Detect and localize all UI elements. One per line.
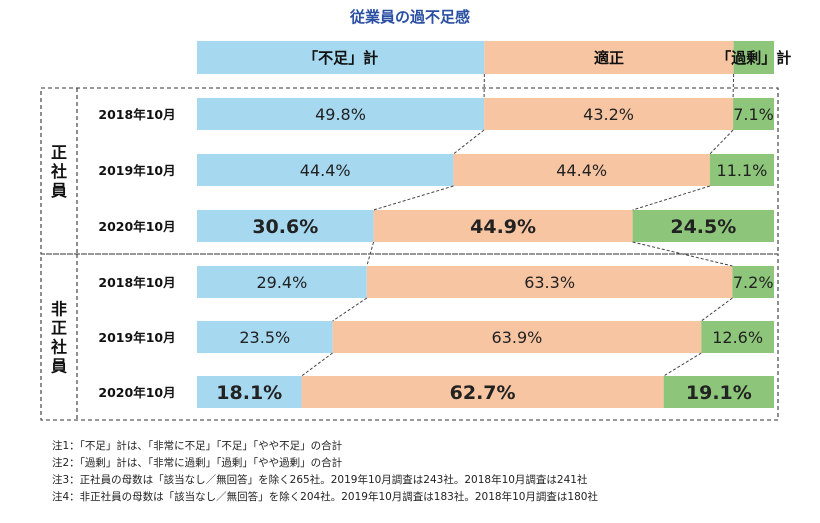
legend-adequate-swatch xyxy=(484,41,734,74)
legend-adequate-label: 適正 xyxy=(594,49,624,67)
footnote-2: 注2：「過剰」計は、「非常に過剰」「過剰」「やや過剰」の合計 xyxy=(52,457,343,469)
group-frame-2 xyxy=(40,253,779,421)
connector-line xyxy=(632,185,711,211)
legend-surplus-swatch xyxy=(733,41,774,74)
connector-line xyxy=(663,352,702,377)
bar-surplus xyxy=(709,154,774,186)
connector-line xyxy=(373,185,454,211)
connector-line xyxy=(632,241,733,267)
legend-shortage-label: 「不足」計 xyxy=(303,49,378,67)
connector-line xyxy=(332,297,368,322)
connector-line xyxy=(732,73,735,99)
bar-shortage xyxy=(197,210,374,242)
group-frame-1 xyxy=(40,87,779,255)
bar-surplus xyxy=(733,98,774,130)
bar-shortage xyxy=(197,98,485,130)
connector-line xyxy=(453,129,485,155)
bar-surplus xyxy=(632,210,774,242)
bar-shortage xyxy=(197,321,333,353)
data-label: 29.4% xyxy=(256,273,307,292)
data-label: 30.6% xyxy=(252,216,318,238)
bar-surplus xyxy=(732,266,774,298)
data-label: 63.9% xyxy=(492,328,543,347)
legend-shortage-swatch xyxy=(197,41,485,74)
row-label: 2019年10月 xyxy=(98,330,175,345)
bar-adequate xyxy=(366,266,733,298)
data-label: 43.2% xyxy=(583,105,634,124)
data-label: 49.8% xyxy=(315,105,366,124)
bar-adequate xyxy=(332,321,702,353)
data-label: 44.9% xyxy=(470,216,536,238)
data-label: 19.1% xyxy=(686,382,752,404)
bar-surplus xyxy=(663,376,774,408)
footnote-4: 注4：非正社員の母数は「該当なし／無回答」を除く204社。2019年10月調査は… xyxy=(52,491,598,503)
bar-adequate xyxy=(453,154,710,186)
group-label-1: 正社員 xyxy=(50,143,67,200)
bar-shortage xyxy=(197,154,454,186)
footnote-1: 注1：「不足」計は、「非常に不足」「不足」「やや不足」の合計 xyxy=(52,440,343,452)
row-label: 2020年10月 xyxy=(98,219,175,234)
legend-surplus-label: 「過剰」計 xyxy=(716,49,791,67)
chart-title: 従業員の過不足感 xyxy=(349,8,470,26)
bar-adequate xyxy=(301,376,664,408)
data-label: 12.6% xyxy=(712,328,763,347)
data-label: 63.3% xyxy=(524,273,575,292)
row-label: 2018年10月 xyxy=(98,275,175,290)
connector-line xyxy=(701,297,733,322)
footnotes: 注1：「不足」計は、「非常に不足」「不足」「やや不足」の合計 注2：「過剰」計は… xyxy=(52,438,598,506)
data-label: 44.4% xyxy=(556,161,607,180)
bar-shortage xyxy=(197,376,302,408)
bar-adequate xyxy=(484,98,734,130)
data-label: 7.2% xyxy=(733,273,774,292)
footnote-3: 注3：正社員の母数は「該当なし／無回答」を除く265社。2019年10月調査は2… xyxy=(52,474,588,486)
connector-line xyxy=(301,352,333,377)
data-label: 7.1% xyxy=(733,105,774,124)
bar-surplus xyxy=(701,321,774,353)
data-label: 23.5% xyxy=(239,328,290,347)
data-label: 11.1% xyxy=(717,161,768,180)
group-label-2: 非正社員 xyxy=(50,300,67,376)
data-label: 24.5% xyxy=(670,216,736,238)
data-label: 62.7% xyxy=(450,382,516,404)
row-label: 2019年10月 xyxy=(98,163,175,178)
row-label: 2020年10月 xyxy=(98,385,175,400)
data-label: 18.1% xyxy=(216,382,282,404)
bar-shortage xyxy=(197,266,367,298)
data-label: 44.4% xyxy=(300,161,351,180)
bar-adequate xyxy=(373,210,633,242)
row-label: 2018年10月 xyxy=(98,107,175,122)
connector-line xyxy=(709,129,734,155)
connector-line xyxy=(366,241,375,267)
